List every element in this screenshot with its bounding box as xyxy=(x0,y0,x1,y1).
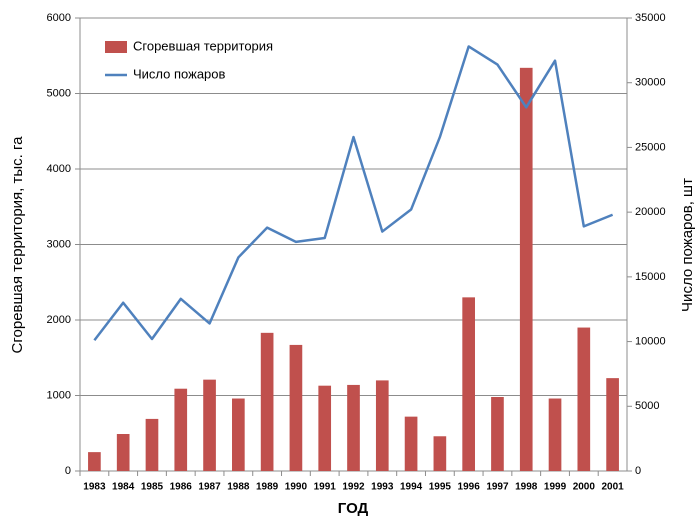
x-tick-label: 1996 xyxy=(458,482,481,493)
x-axis-title: ГОД xyxy=(338,500,369,517)
x-tick-label: 1990 xyxy=(285,482,308,493)
y-axis-title: Сгоревшая территория, тыс. га xyxy=(9,136,26,354)
x-tick-label: 1993 xyxy=(371,482,394,493)
bar xyxy=(577,327,591,471)
x-tick-label: 1991 xyxy=(314,482,337,493)
y-tick-label: 2000 xyxy=(47,314,71,326)
bar xyxy=(606,378,619,471)
line xyxy=(93,45,614,342)
bar xyxy=(145,418,159,471)
bar xyxy=(548,398,562,471)
bar xyxy=(260,332,274,471)
y2-tick-label: 15000 xyxy=(635,271,666,283)
x-tick-label: 1995 xyxy=(429,482,452,493)
x-tick-label: 1994 xyxy=(400,482,423,493)
y2-tick-label: 20000 xyxy=(635,206,666,218)
x-tick-label: 1992 xyxy=(342,482,365,493)
y2-tick-label: 10000 xyxy=(635,335,666,347)
bar xyxy=(433,436,447,471)
bar xyxy=(174,388,188,471)
legend-label: Число пожаров xyxy=(133,66,226,81)
y-tick-label: 3000 xyxy=(47,238,71,250)
bar xyxy=(289,344,303,471)
x-tick-label: 2001 xyxy=(601,482,624,493)
bar xyxy=(116,434,130,471)
x-tick-label: 1984 xyxy=(112,482,135,493)
bar xyxy=(318,385,332,471)
bar xyxy=(203,379,216,471)
y-tick-label: 4000 xyxy=(47,163,71,175)
x-tick-label: 1989 xyxy=(256,482,279,493)
legend-label: Сгоревшая территория xyxy=(133,38,273,53)
x-tick-label: 1986 xyxy=(170,482,193,493)
bar xyxy=(404,416,418,471)
bar xyxy=(347,384,360,471)
y2-tick-label: 25000 xyxy=(635,141,666,153)
x-tick-label: 2000 xyxy=(573,482,596,493)
bar xyxy=(462,297,475,471)
bar xyxy=(491,397,504,471)
legend-swatch xyxy=(105,41,127,53)
bar xyxy=(232,398,245,471)
y2-tick-label: 5000 xyxy=(635,400,659,412)
x-tick-label: 1983 xyxy=(83,482,106,493)
y-tick-label: 5000 xyxy=(47,87,71,99)
x-tick-label: 1985 xyxy=(141,482,164,493)
y2-axis-title: Число пожаров, шт xyxy=(679,178,696,312)
x-tick-label: 1997 xyxy=(486,482,509,493)
x-tick-label: 1998 xyxy=(515,482,538,493)
x-tick-label: 1988 xyxy=(227,482,250,493)
y2-tick-label: 30000 xyxy=(635,77,666,89)
bar xyxy=(88,452,101,471)
x-tick-label: 1987 xyxy=(198,482,221,493)
bar xyxy=(519,67,533,471)
y-tick-label: 1000 xyxy=(47,389,71,401)
y-tick-label: 6000 xyxy=(47,12,71,24)
bar xyxy=(375,380,389,471)
y2-tick-label: 35000 xyxy=(635,12,666,24)
y2-tick-label: 0 xyxy=(635,465,641,477)
y-tick-label: 0 xyxy=(65,465,71,477)
x-tick-label: 1999 xyxy=(544,482,567,493)
